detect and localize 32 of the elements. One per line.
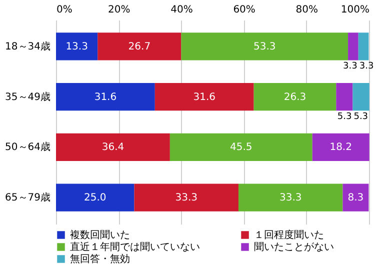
data-label: 26.7 <box>128 41 151 52</box>
x-tick-label: 100% <box>340 4 370 16</box>
data-label: 26.3 <box>284 92 306 103</box>
legend-label: 聞いたことがない <box>254 241 334 253</box>
legend-label: １回程度聞いた <box>254 229 324 241</box>
data-label: 5.3 <box>337 112 352 122</box>
x-tick-label: 0% <box>56 4 72 16</box>
x-tick-label: 20% <box>108 4 130 16</box>
y-tick-label: 18～34歳 <box>5 40 50 52</box>
x-tick-label: 60% <box>233 4 256 16</box>
legend-label: 複数回聞いた <box>70 229 130 241</box>
x-tick-label: 40% <box>170 4 193 16</box>
y-tick-label: 65～79歳 <box>5 192 50 204</box>
legend-label: 無回答・無効 <box>70 253 130 265</box>
data-label: 3.3 <box>343 61 358 72</box>
data-label: 18.2 <box>330 142 352 154</box>
data-label: 31.6 <box>193 92 216 103</box>
data-label: 8.3 <box>348 192 364 204</box>
data-label: 36.4 <box>102 142 124 154</box>
x-tick-label: 80% <box>296 4 318 16</box>
data-label: 5.3 <box>354 112 368 122</box>
data-label: 3.3 <box>359 61 374 72</box>
data-label: 53.3 <box>253 41 276 52</box>
legend-label: 直近１年間では聞いていない <box>70 241 200 253</box>
data-label: 33.3 <box>175 192 198 204</box>
data-label: 45.5 <box>230 142 252 154</box>
data-label: 13.3 <box>66 41 88 52</box>
data-label: 25.0 <box>84 192 106 204</box>
data-label: 31.6 <box>94 92 117 103</box>
y-tick-label: 35～49歳 <box>5 90 50 103</box>
data-label: 33.3 <box>279 192 302 204</box>
y-tick-label: 50～64歳 <box>5 141 50 154</box>
